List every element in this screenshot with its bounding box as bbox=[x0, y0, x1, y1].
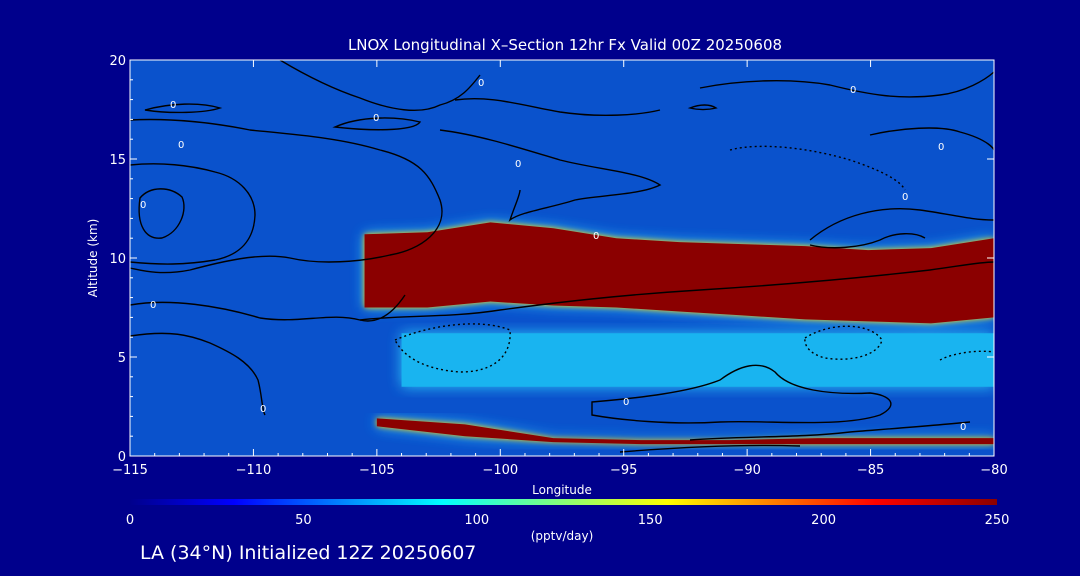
lnox-layer bbox=[376, 418, 994, 445]
contour-line bbox=[809, 208, 994, 241]
lnox-field bbox=[364, 222, 994, 445]
contour-label: 0 bbox=[178, 140, 184, 151]
contour-label: 0 bbox=[260, 404, 266, 415]
contour-lines bbox=[130, 60, 994, 453]
x-tick-label: −100 bbox=[482, 463, 518, 478]
x-tick-label: −110 bbox=[236, 463, 272, 478]
y-axis: 0 5 10 15 20 bbox=[109, 54, 994, 465]
contour-line bbox=[687, 104, 718, 111]
colorbar-tick-label: 150 bbox=[638, 513, 663, 528]
contour-labels: 0 0 0 0 0 0 0 0 0 0 0 0 0 0 bbox=[140, 78, 966, 433]
x-axis: −115 −110 −105 −100 −95 −90 −85 −80 bbox=[112, 60, 1008, 478]
contour-line bbox=[809, 233, 926, 249]
contour-line bbox=[138, 188, 185, 239]
x-tick-label: −105 bbox=[359, 463, 395, 478]
contour-line bbox=[130, 118, 443, 274]
contour-label: 0 bbox=[373, 113, 379, 124]
contour-line bbox=[689, 421, 971, 441]
x-tick-label: −80 bbox=[980, 463, 1007, 478]
lnox-layer bbox=[401, 333, 994, 387]
contour-line bbox=[394, 323, 511, 373]
x-tick-label: −90 bbox=[733, 463, 760, 478]
plot-area: 0 0 0 0 0 0 0 0 0 0 0 0 0 0 bbox=[130, 60, 994, 456]
contour-label: 0 bbox=[960, 422, 966, 433]
colorbar-label: (pptv/day) bbox=[531, 529, 594, 543]
contour-label: 0 bbox=[902, 192, 908, 203]
colorbar-tick-label: 200 bbox=[811, 513, 836, 528]
contour-label: 0 bbox=[170, 100, 176, 111]
contour-line bbox=[359, 261, 994, 321]
colorbar-ticks: 0 50 100 150 200 250 bbox=[126, 513, 1010, 528]
y-tick-label: 10 bbox=[109, 252, 126, 267]
contour-label: 0 bbox=[623, 397, 629, 408]
colorbar-tick-label: 100 bbox=[464, 513, 489, 528]
contour-line bbox=[454, 97, 661, 117]
contour-line bbox=[591, 364, 892, 424]
x-axis-label: Longitude bbox=[532, 483, 592, 497]
contour-line bbox=[130, 163, 256, 265]
contour-line bbox=[729, 145, 906, 191]
contour-label: 0 bbox=[140, 200, 146, 211]
x-tick-label: −85 bbox=[857, 463, 884, 478]
y-axis-label: Altitude (km) bbox=[86, 219, 100, 298]
chart-title: LNOX Longitudinal X–Section 12hr Fx Vali… bbox=[348, 36, 782, 54]
contour-label: 0 bbox=[938, 142, 944, 153]
lnox-layer bbox=[364, 222, 994, 324]
contour-line bbox=[619, 444, 801, 453]
colorbar bbox=[130, 499, 997, 505]
contour-line bbox=[804, 325, 883, 360]
y-tick-label: 15 bbox=[109, 153, 126, 168]
x-tick-label: −95 bbox=[610, 463, 637, 478]
y-tick-label: 0 bbox=[118, 450, 126, 465]
contour-line bbox=[869, 127, 994, 151]
y-tick-label: 5 bbox=[118, 351, 126, 366]
contour-label: 0 bbox=[850, 85, 856, 96]
colorbar-tick-label: 50 bbox=[295, 513, 312, 528]
contour-label: 0 bbox=[478, 78, 484, 89]
footer-caption: LA (34°N) Initialized 12Z 20250607 bbox=[140, 542, 477, 564]
colorbar-tick-label: 250 bbox=[985, 513, 1010, 528]
contour-line bbox=[439, 129, 662, 223]
contour-line bbox=[699, 71, 994, 98]
contour-label: 0 bbox=[515, 159, 521, 170]
contour-label: 0 bbox=[593, 231, 599, 242]
contour-line bbox=[144, 103, 223, 114]
x-tick-label: −115 bbox=[112, 463, 148, 478]
contour-line bbox=[332, 117, 422, 131]
contour-line bbox=[130, 332, 266, 416]
contour-label: 0 bbox=[150, 300, 156, 311]
colorbar-tick-label: 0 bbox=[126, 513, 134, 528]
contour-line bbox=[279, 60, 481, 112]
y-tick-label: 20 bbox=[109, 54, 126, 69]
contour-line bbox=[939, 350, 994, 361]
